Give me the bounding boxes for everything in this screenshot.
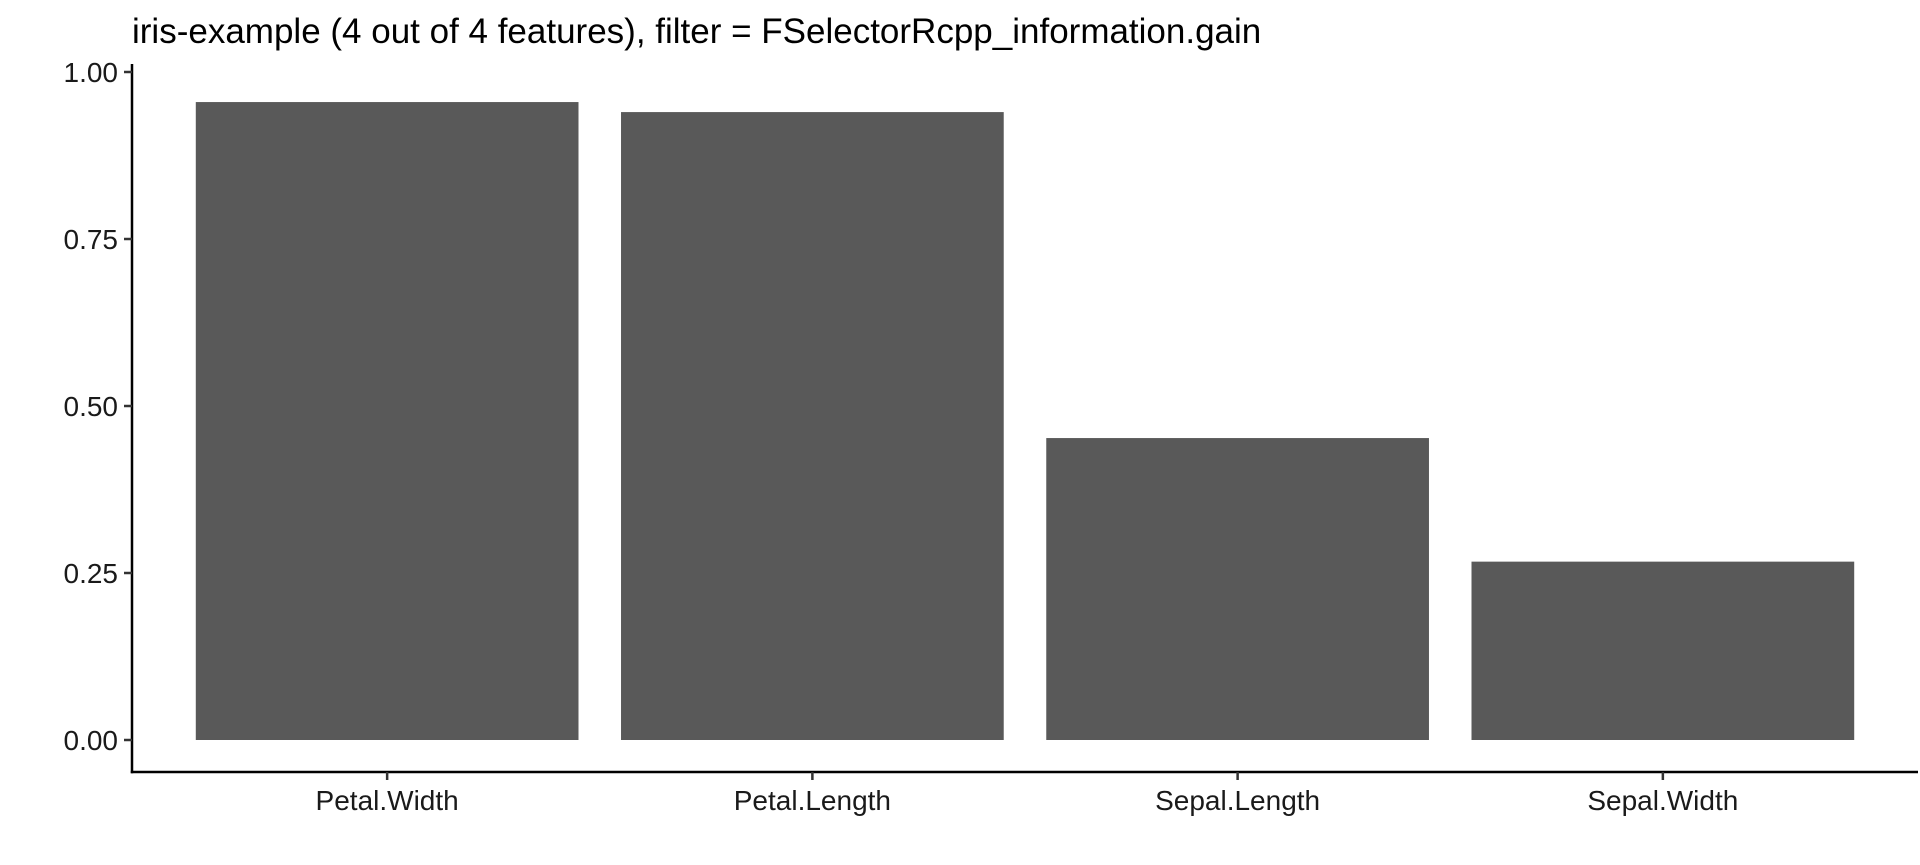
x-tick-label: Sepal.Length xyxy=(1155,785,1320,816)
bar-sepal-width xyxy=(1471,561,1855,740)
y-tick-label: 0.25 xyxy=(64,558,119,589)
chart-title: iris-example (4 out of 4 features), filt… xyxy=(132,12,1261,51)
bar-petal-width xyxy=(195,102,579,740)
x-axis: Petal.Width Petal.Length Sepal.Length Sepal… xyxy=(130,770,1918,816)
x-tick-label: Petal.Width xyxy=(316,785,459,816)
y-tick-label: 0.00 xyxy=(64,725,119,756)
bar-petal-length xyxy=(621,112,1004,740)
bar-sepal-length xyxy=(1046,438,1429,740)
y-axis: 0.00 0.25 0.50 0.75 1.00 xyxy=(64,57,134,774)
x-tick-label: Petal.Length xyxy=(734,785,891,816)
x-tick-label: Sepal.Width xyxy=(1587,785,1738,816)
y-tick-label: 0.50 xyxy=(64,391,119,422)
y-tick-label: 1.00 xyxy=(64,57,119,88)
bars-layer xyxy=(195,102,1855,740)
y-tick-label: 0.75 xyxy=(64,224,119,255)
